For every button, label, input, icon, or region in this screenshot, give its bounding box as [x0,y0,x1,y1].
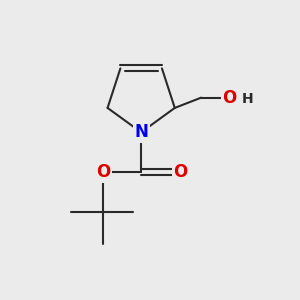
Text: O: O [222,88,237,106]
Text: N: N [134,123,148,141]
Text: O: O [96,163,111,181]
Text: H: H [242,92,254,106]
Text: O: O [173,163,188,181]
